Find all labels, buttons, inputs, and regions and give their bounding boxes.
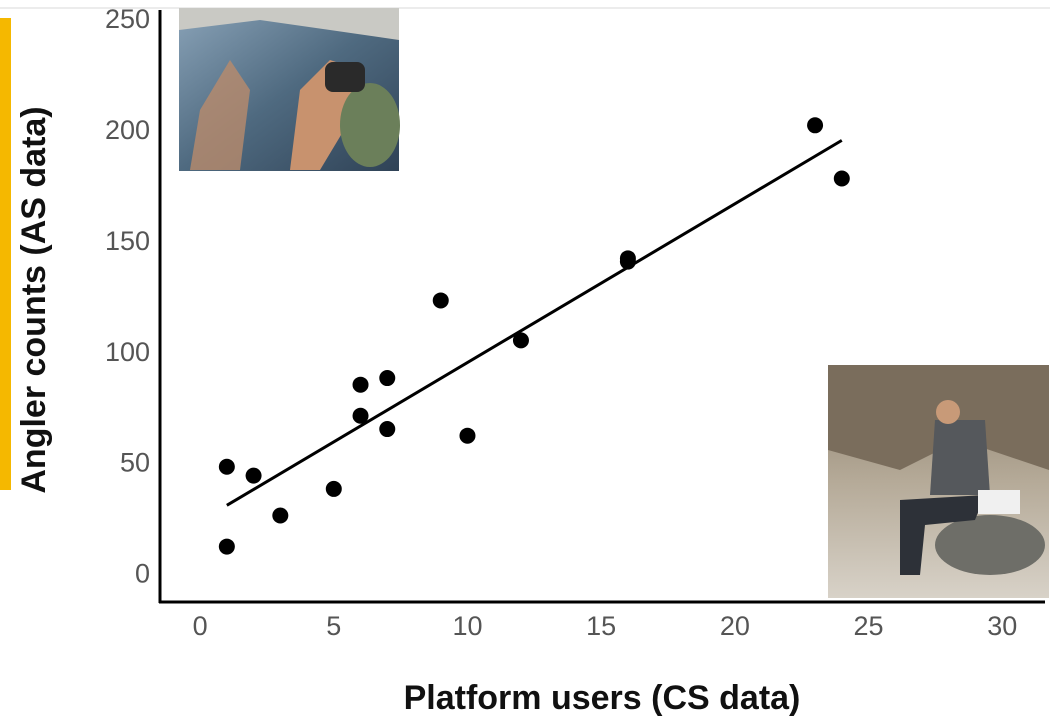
data-point [513, 332, 529, 348]
data-point [246, 468, 262, 484]
data-point [433, 292, 449, 308]
y-tick-label: 150 [105, 226, 150, 256]
fit-line [227, 140, 842, 505]
data-point [379, 370, 395, 386]
y-tick-label: 100 [105, 337, 150, 367]
data-point [272, 508, 288, 524]
data-point [219, 459, 235, 475]
chart: Platform users (CS data) Angler counts (… [0, 0, 1050, 719]
photo-beach [828, 365, 1049, 598]
x-tick-label: 20 [720, 611, 750, 641]
photo-aerial [179, 8, 400, 171]
data-point [459, 428, 475, 444]
x-tick-label: 0 [193, 611, 208, 641]
y-axis-title: Angler counts (AS data) [15, 106, 53, 493]
data-point [326, 481, 342, 497]
page: Platform users (CS data) Angler counts (… [0, 0, 1050, 719]
data-point [379, 421, 395, 437]
x-tick-label: 10 [452, 611, 482, 641]
x-tick-label: 25 [854, 611, 884, 641]
y-tick-label: 250 [105, 4, 150, 34]
x-tick-label: 15 [586, 611, 616, 641]
accent-bar [0, 18, 11, 490]
data-point [353, 408, 369, 424]
x-axis-title: Platform users (CS data) [404, 679, 801, 717]
y-tick-label: 200 [105, 115, 150, 145]
data-point [219, 539, 235, 555]
y-tick-label: 0 [135, 559, 150, 589]
data-point [834, 171, 850, 187]
data-point [807, 117, 823, 133]
x-tick-label: 30 [987, 611, 1017, 641]
data-point [353, 377, 369, 393]
y-tick-label: 50 [120, 448, 150, 478]
x-tick-label: 5 [326, 611, 341, 641]
data-point [620, 254, 636, 270]
